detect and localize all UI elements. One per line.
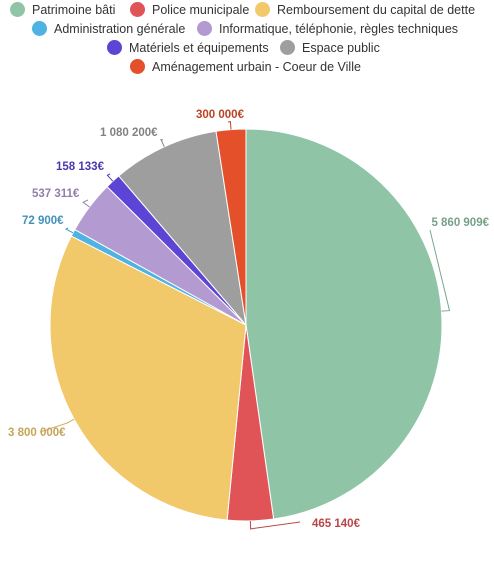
slice-value-label: 537 311€ xyxy=(32,188,80,200)
legend-item[interactable]: Informatique, téléphonie, règles techniq… xyxy=(197,21,458,36)
legend-swatch xyxy=(130,2,145,17)
slice-value-label: 1 080 200€ xyxy=(100,127,158,139)
legend-label: Informatique, téléphonie, règles techniq… xyxy=(219,21,459,36)
legend-item[interactable]: Patrimoine bâti xyxy=(10,2,115,17)
slice-connector xyxy=(249,520,301,530)
legend-label: Remboursement du capital de dette xyxy=(277,2,476,17)
legend-label: Matériels et équipements xyxy=(129,40,269,55)
legend-swatch xyxy=(255,2,270,17)
legend-item[interactable]: Espace public xyxy=(280,40,380,55)
slice-value-label: 300 000€ xyxy=(196,109,245,121)
legend-label: Patrimoine bâti xyxy=(32,2,116,17)
slice-value-label: 465 140€ xyxy=(312,518,361,530)
legend-swatch xyxy=(280,40,295,55)
legend-item[interactable]: Remboursement du capital de dette xyxy=(255,2,475,17)
pie-slice[interactable] xyxy=(118,130,247,327)
legend-label: Aménagement urbain - Coeur de Ville xyxy=(152,59,361,74)
pie-slice[interactable] xyxy=(245,128,443,520)
legend-swatch xyxy=(130,59,145,74)
slice-value-label: 3 800 000€ xyxy=(8,427,66,439)
chart-legend: Patrimoine bâti Police municipale Rembours… xyxy=(0,0,494,80)
legend-item[interactable]: Police municipale xyxy=(130,2,249,17)
legend-swatch xyxy=(10,2,25,17)
legend-swatch xyxy=(107,40,122,55)
slice-connector xyxy=(227,121,232,130)
pie-slice[interactable] xyxy=(49,235,247,521)
slice-value-label: 5 860 909€ xyxy=(431,217,489,229)
slice-connector xyxy=(429,229,451,312)
slice-value-label: 72 900€ xyxy=(22,215,64,227)
legend-label: Espace public xyxy=(302,40,380,55)
legend-item[interactable]: Administration générale xyxy=(32,21,185,36)
slice-connector xyxy=(39,418,75,433)
legend-swatch xyxy=(32,21,47,36)
legend-item[interactable]: Aménagement urbain - Coeur de Ville xyxy=(130,59,361,74)
legend-label: Police municipale xyxy=(152,2,250,17)
slice-value-label: 158 133€ xyxy=(56,161,105,173)
legend-item[interactable]: Matériels et équipements xyxy=(107,40,269,55)
slice-connector xyxy=(106,173,114,182)
legend-swatch xyxy=(197,21,212,36)
legend-label: Administration générale xyxy=(54,21,186,36)
slice-connector xyxy=(160,138,165,148)
slice-connector xyxy=(64,227,74,234)
slice-connector xyxy=(82,199,90,208)
